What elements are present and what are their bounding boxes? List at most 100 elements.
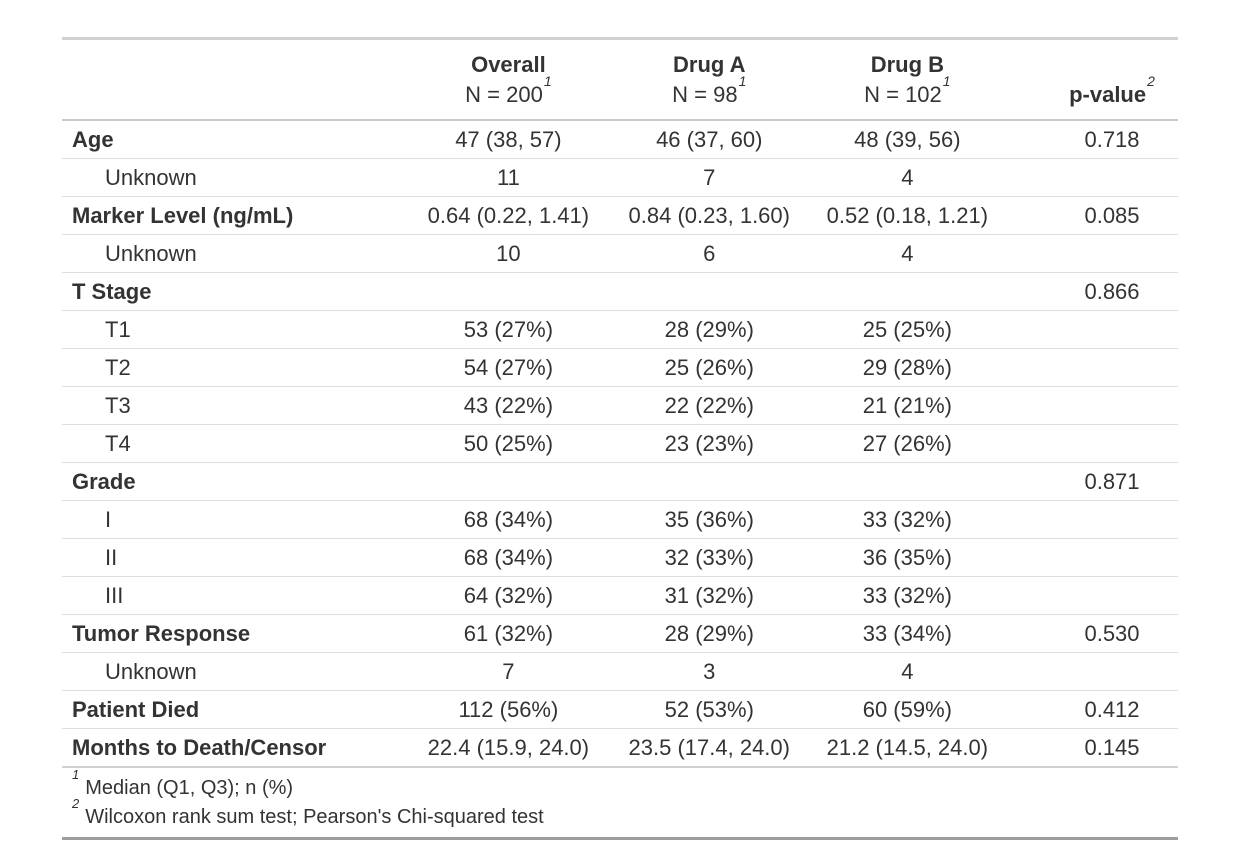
cell-drug-a: 3 (608, 652, 810, 691)
cell-p-value: 0.412 (1005, 690, 1178, 729)
cell-p-value (1005, 348, 1178, 387)
cell-label: I (62, 500, 408, 539)
footnote-mark: 2 (72, 796, 80, 812)
cell-drug-a: 23 (23%) (608, 424, 810, 463)
cell-drug-a: 0.84 (0.23, 1.60) (608, 196, 810, 235)
cell-overall: 54 (27%) (407, 348, 609, 387)
footnote-text: Median (Q1, Q3); n (%) (85, 777, 294, 799)
cell-label: Marker Level (ng/mL) (62, 196, 408, 235)
cell-p-value (1005, 234, 1178, 273)
table-row: Patient Died 112 (56%) 52 (53%) 60 (59%)… (62, 690, 1178, 729)
cell-overall: 22.4 (15.9, 24.0) (407, 728, 609, 768)
cell-p-value (1005, 500, 1178, 539)
cell-overall (407, 272, 609, 311)
footnote-2: 2 Wilcoxon rank sum test; Pearson's Chi-s… (62, 797, 1178, 839)
cell-drug-a: 35 (36%) (608, 500, 810, 539)
column-header-overall: Overall N = 2001 (407, 38, 609, 121)
table-row: Months to Death/Censor 22.4 (15.9, 24.0)… (62, 728, 1178, 768)
footnote-text: Wilcoxon rank sum test; Pearson's Chi-sq… (85, 806, 544, 828)
column-label: Overall (471, 52, 546, 77)
cell-drug-b: 33 (32%) (809, 576, 1005, 615)
footnote-1: 1 Median (Q1, Q3); n (%) (62, 767, 1178, 803)
footnote-mark: 1 (543, 72, 552, 89)
column-n: N = 102 (864, 82, 942, 107)
cell-drug-a: 32 (33%) (608, 538, 810, 577)
cell-label: III (62, 576, 408, 615)
cell-label: Tumor Response (62, 614, 408, 653)
cell-label: Months to Death/Censor (62, 728, 408, 768)
cell-p-value: 0.871 (1005, 462, 1178, 501)
cell-drug-b: 29 (28%) (809, 348, 1005, 387)
cell-label: T2 (62, 348, 408, 387)
table-row: Age 47 (38, 57) 46 (37, 60) 48 (39, 56) … (62, 120, 1178, 159)
cell-drug-a: 28 (29%) (608, 310, 810, 349)
table-row: Unknown 11 7 4 (62, 158, 1178, 197)
cell-drug-b: 21 (21%) (809, 386, 1005, 425)
cell-drug-b: 4 (809, 652, 1005, 691)
cell-overall: 50 (25%) (407, 424, 609, 463)
cell-p-value: 0.145 (1005, 728, 1178, 768)
cell-label: Unknown (62, 652, 408, 691)
column-header-p-value: p-value2 (1005, 38, 1178, 121)
cell-label: T Stage (62, 272, 408, 311)
cell-p-value (1005, 538, 1178, 577)
column-header-drug-a: Drug A N = 981 (608, 38, 810, 121)
table-row: Marker Level (ng/mL) 0.64 (0.22, 1.41) 0… (62, 196, 1178, 235)
cell-p-value: 0.718 (1005, 120, 1178, 159)
table-row: Unknown 7 3 4 (62, 652, 1178, 691)
cell-label: T1 (62, 310, 408, 349)
table-row: T Stage 0.866 (62, 272, 1178, 311)
summary-table: Overall N = 2001 Drug A N = 981 Drug B N… (62, 37, 1178, 840)
cell-overall: 64 (32%) (407, 576, 609, 615)
cell-p-value: 0.866 (1005, 272, 1178, 311)
cell-label: Unknown (62, 234, 408, 273)
cell-label: T4 (62, 424, 408, 463)
footnote-mark: 1 (72, 767, 80, 783)
footnote-mark: 1 (738, 72, 747, 89)
cell-p-value: 0.530 (1005, 614, 1178, 653)
table-row: T3 43 (22%) 22 (22%) 21 (21%) (62, 386, 1178, 425)
stub-column-header (62, 38, 408, 121)
cell-overall: 11 (407, 158, 609, 197)
footnote-mark: 2 (1147, 72, 1155, 89)
cell-p-value (1005, 652, 1178, 691)
cell-overall: 68 (34%) (407, 538, 609, 577)
cell-label: Age (62, 120, 408, 159)
cell-drug-a: 46 (37, 60) (608, 120, 810, 159)
table-row: T1 53 (27%) 28 (29%) 25 (25%) (62, 310, 1178, 349)
table-header: Overall N = 2001 Drug A N = 981 Drug B N… (62, 38, 1178, 121)
table-row: Unknown 10 6 4 (62, 234, 1178, 273)
cell-drug-b: 33 (32%) (809, 500, 1005, 539)
cell-label: Unknown (62, 158, 408, 197)
cell-drug-b: 25 (25%) (809, 310, 1005, 349)
table-row: III 64 (32%) 31 (32%) 33 (32%) (62, 576, 1178, 615)
cell-drug-a: 6 (608, 234, 810, 273)
cell-drug-b: 33 (34%) (809, 614, 1005, 653)
cell-drug-b: 48 (39, 56) (809, 120, 1005, 159)
cell-overall: 7 (407, 652, 609, 691)
cell-p-value (1005, 576, 1178, 615)
cell-label: Grade (62, 462, 408, 501)
cell-drug-a (608, 462, 810, 501)
cell-overall: 112 (56%) (407, 690, 609, 729)
cell-overall: 47 (38, 57) (407, 120, 609, 159)
cell-drug-a: 25 (26%) (608, 348, 810, 387)
table-row: Grade 0.871 (62, 462, 1178, 501)
table-row: T4 50 (25%) 23 (23%) 27 (26%) (62, 424, 1178, 463)
summary-table-container: Overall N = 2001 Drug A N = 981 Drug B N… (62, 37, 1178, 840)
cell-p-value (1005, 158, 1178, 197)
footnote-mark: 1 (942, 72, 951, 89)
cell-overall: 53 (27%) (407, 310, 609, 349)
cell-drug-b: 27 (26%) (809, 424, 1005, 463)
cell-drug-a (608, 272, 810, 311)
cell-overall: 0.64 (0.22, 1.41) (407, 196, 609, 235)
cell-p-value (1005, 424, 1178, 463)
cell-drug-b: 21.2 (14.5, 24.0) (809, 728, 1005, 768)
cell-overall: 68 (34%) (407, 500, 609, 539)
table-row: II 68 (34%) 32 (33%) 36 (35%) (62, 538, 1178, 577)
cell-drug-b: 60 (59%) (809, 690, 1005, 729)
cell-drug-b (809, 272, 1005, 311)
footnote-row: 2 Wilcoxon rank sum test; Pearson's Chi-s… (62, 797, 1178, 839)
cell-drug-a: 31 (32%) (608, 576, 810, 615)
column-label: p-value (1069, 82, 1147, 107)
